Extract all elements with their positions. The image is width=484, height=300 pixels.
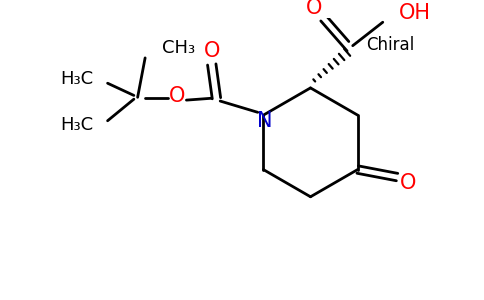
Text: Chiral: Chiral [366,36,414,54]
Text: N: N [257,111,272,131]
Text: O: O [169,86,185,106]
Text: O: O [204,41,220,61]
Text: H₃C: H₃C [60,70,93,88]
Text: CH₃: CH₃ [162,40,195,58]
Text: H₃C: H₃C [60,116,93,134]
Text: O: O [306,0,322,18]
Text: O: O [400,173,417,193]
Text: OH: OH [399,3,431,23]
